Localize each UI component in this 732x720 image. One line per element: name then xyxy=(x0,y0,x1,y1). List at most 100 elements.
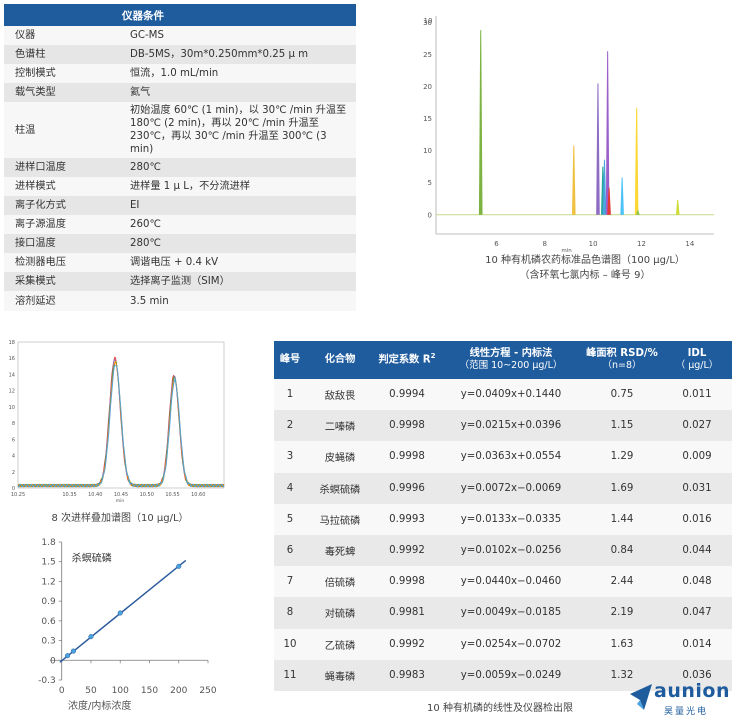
compound-cell-peak: 7 xyxy=(274,566,306,598)
compound-cell-rsd: 0.75 xyxy=(582,379,662,411)
instrument-param-value: EI xyxy=(126,196,356,216)
aunion-logo: aunion 昊量光电 xyxy=(628,680,729,718)
compound-cell-eq: y=0.0072x−0.0069 xyxy=(440,472,582,504)
chrom1-x-tick-label: 14 xyxy=(685,240,694,248)
instrument-param-value: 3.5 min xyxy=(126,291,356,312)
chrom1-x-tick-label: 10 xyxy=(589,240,598,248)
chrom2-y-tick-label: 12 xyxy=(9,389,15,395)
chromatogram-caption-line2: （含环氧七氯内标 – 峰号 9） xyxy=(519,269,651,281)
instrument-param-name: 接口温度 xyxy=(4,234,126,254)
compound-cell-name: 二嗪磷 xyxy=(306,410,374,442)
compound-cell-idl: 0.011 xyxy=(662,379,732,411)
compound-cell-idl: 0.044 xyxy=(662,534,732,567)
instrument-table-header: 仪器条件 xyxy=(4,4,356,26)
compound-cell-rsd: 1.29 xyxy=(582,441,662,473)
chromatogram-caption: 10 种有机磷农药标准品色谱图（100 μg/L） （含环氧七氯内标 – 峰号 … xyxy=(440,254,730,283)
chrom1-peak xyxy=(620,177,624,215)
chrom2-y-tick-label: 4 xyxy=(12,454,15,460)
compound-cell-idl: 0.009 xyxy=(662,441,732,473)
instrument-row: 采集模式 选择离子监测（SIM） xyxy=(4,272,356,292)
compound-cell-peak: 5 xyxy=(274,503,306,535)
calib-y-tick-label: 0.9 xyxy=(41,597,56,607)
compound-cell-peak: 1 xyxy=(274,379,306,411)
calib-data-point xyxy=(117,610,123,616)
header-peak: 峰号 xyxy=(274,341,306,379)
compound-cell-rsd: 1.69 xyxy=(582,472,662,504)
overlay-chromatogram-caption: 8 次进样叠加谱图（10 μg/L） xyxy=(51,513,189,524)
compound-row: 5 马拉硫磷 0.9993 y=0.0133x−0.0335 1.44 0.016 xyxy=(274,503,732,535)
compound-cell-idl: 0.048 xyxy=(662,566,732,598)
compound-row: 3 皮蝇磷 0.9998 y=0.0363x+0.0554 1.29 0.009 xyxy=(274,441,732,473)
compounds-table-body: 1 敌敌畏 0.9994 y=0.0409x+0.1440 0.75 0.011 2 二嗪磷 0… xyxy=(274,379,732,691)
chrom1-peak xyxy=(634,107,639,215)
compound-cell-r2: 0.9992 xyxy=(374,628,440,660)
instrument-param-name: 柱温 xyxy=(4,102,126,159)
instrument-param-value: 氦气 xyxy=(126,83,356,102)
overlay-chromatogram-chart: 0 2 4 6 8 10 12 14 16 18 10.25 10.35 10.40 10.45 10.50… xyxy=(9,340,225,504)
header-rsd-label: 峰面积 RSD/% xyxy=(586,347,658,359)
compound-cell-peak: 2 xyxy=(274,410,306,442)
instrument-param-value: 初始温度 60℃ (1 min)，以 30℃ /min 升温至 180℃ (2 … xyxy=(126,102,356,159)
compound-cell-peak: 3 xyxy=(274,441,306,473)
header-idl: IDL （ μg/L） xyxy=(662,341,732,379)
calib-x-tick-label: 0 xyxy=(59,686,65,696)
compound-cell-idl: 0.036 xyxy=(662,659,732,691)
chrom1-y-tick-label: 30 xyxy=(423,19,432,27)
compound-cell-r2: 0.9983 xyxy=(374,659,440,691)
logo-subtext: 昊量光电 xyxy=(664,707,709,717)
instrument-param-name: 载气类型 xyxy=(4,83,126,102)
calib-data-point xyxy=(65,653,71,659)
chrom2-y-tick-label: 2 xyxy=(12,470,15,476)
instrument-param-name: 色谱柱 xyxy=(4,45,126,64)
instrument-row: 控制模式 恒流，1.0 mL/min xyxy=(4,64,356,83)
calibration-curve-chart: -0.300.30.60.91.21.51.80 50 100 150 200 250杀螟… xyxy=(38,538,217,712)
instrument-row: 接口温度 280℃ xyxy=(4,234,356,254)
chrom2-y-tick-label: 8 xyxy=(12,421,15,427)
calib-x-tick-label: 50 xyxy=(85,686,97,696)
compound-cell-name: 敌敌畏 xyxy=(306,379,374,411)
compound-cell-r2: 0.9998 xyxy=(374,566,440,598)
compound-cell-eq: y=0.0409x+0.1440 xyxy=(440,379,582,411)
compound-cell-rsd: 1.44 xyxy=(582,503,662,535)
instrument-row: 载气类型 氦气 xyxy=(4,83,356,102)
instrument-row: 离子化方式 EI xyxy=(4,196,356,216)
compound-cell-idl: 0.016 xyxy=(662,503,732,535)
instrument-row: 进样口温度 280℃ xyxy=(4,158,356,178)
compound-cell-r2: 0.9994 xyxy=(374,379,440,411)
compound-cell-eq: y=0.0440x−0.0460 xyxy=(440,566,582,598)
chrom1-peak xyxy=(636,209,640,215)
chrom1-y-tick-label: 25 xyxy=(423,51,432,59)
compound-row: 11 蝇毒磷 0.9983 y=0.0059x−0.0249 1.32 0.036 xyxy=(274,659,732,691)
compound-cell-peak: 10 xyxy=(274,628,306,660)
compound-cell-idl: 0.047 xyxy=(662,597,732,629)
compound-cell-eq: y=0.0049x−0.0185 xyxy=(440,597,582,629)
instrument-table-body: 仪器 GC-MS 色谱柱 DB-5MS，30m*0.250mm*0.25 μ m 控制模… xyxy=(4,26,356,312)
chrom2-x-tick-label: 10.50 xyxy=(140,492,154,498)
instrument-param-name: 采集模式 xyxy=(4,272,126,292)
chrom2-x-tick-label: 10.45 xyxy=(114,492,128,498)
logo-mark-icon xyxy=(630,684,652,710)
compound-cell-name: 杀螟硫磷 xyxy=(306,472,374,504)
chrom1-x-tick-label: 8 xyxy=(543,240,547,248)
instrument-param-name: 进样口温度 xyxy=(4,158,126,178)
chrom1-y-tick-label: 20 xyxy=(423,83,432,91)
instrument-row: 仪器 GC-MS xyxy=(4,26,356,45)
header-rsd-sub: （n=8） xyxy=(602,360,642,372)
instrument-param-name: 检测器电压 xyxy=(4,253,126,273)
chrom1-peak xyxy=(605,51,610,215)
compound-row: 2 二嗪磷 0.9998 y=0.0215x+0.0396 1.15 0.027 xyxy=(274,410,732,442)
chrom1-x-tick-label: 6 xyxy=(494,240,499,248)
calib-y-tick-label: 0.3 xyxy=(41,637,55,647)
compound-cell-eq: y=0.0133x−0.0335 xyxy=(440,503,582,535)
chrom1-x-unit: min xyxy=(561,248,572,254)
chrom1-x-tick-label: 12 xyxy=(637,240,646,248)
instrument-param-value: 260℃ xyxy=(126,215,356,235)
compounds-table-caption: 10 种有机磷的线性及仪器检出限 xyxy=(427,703,573,714)
compound-cell-idl: 0.014 xyxy=(662,628,732,660)
instrument-param-value: 选择离子监测（SIM） xyxy=(126,272,356,292)
chrom2-y-tick-label: 6 xyxy=(12,437,15,443)
compound-cell-name: 对硫磷 xyxy=(306,597,374,629)
chrom1-top-label: 10 xyxy=(424,17,433,25)
compound-cell-peak: 6 xyxy=(274,534,306,567)
